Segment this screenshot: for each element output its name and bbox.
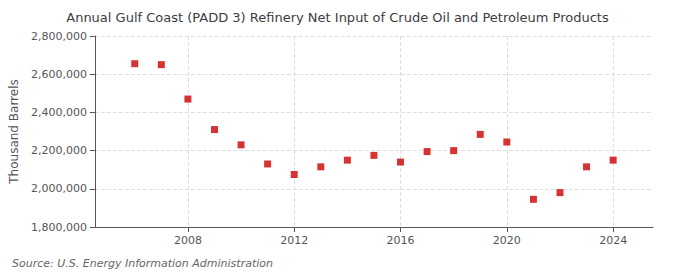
svg-text:2,600,000: 2,600,000 (31, 68, 87, 81)
svg-text:2008: 2008 (174, 234, 202, 247)
svg-text:Thousand Barrels: Thousand Barrels (7, 79, 21, 184)
svg-text:2020: 2020 (493, 234, 521, 247)
svg-text:Annual Gulf Coast (PADD 3) Ref: Annual Gulf Coast (PADD 3) Refinery Net … (66, 10, 609, 25)
svg-text:2012: 2012 (280, 234, 308, 247)
svg-text:2024: 2024 (599, 234, 627, 247)
svg-text:2,000,000: 2,000,000 (31, 182, 87, 195)
svg-text:1,800,000: 1,800,000 (31, 221, 87, 234)
svg-text:2,200,000: 2,200,000 (31, 144, 87, 157)
svg-text:2016: 2016 (387, 234, 415, 247)
svg-text:2,400,000: 2,400,000 (31, 106, 87, 119)
svg-text:Source: U.S. Energy Informatio: Source: U.S. Energy Information Administ… (12, 257, 273, 270)
svg-text:2,800,000: 2,800,000 (31, 30, 87, 43)
